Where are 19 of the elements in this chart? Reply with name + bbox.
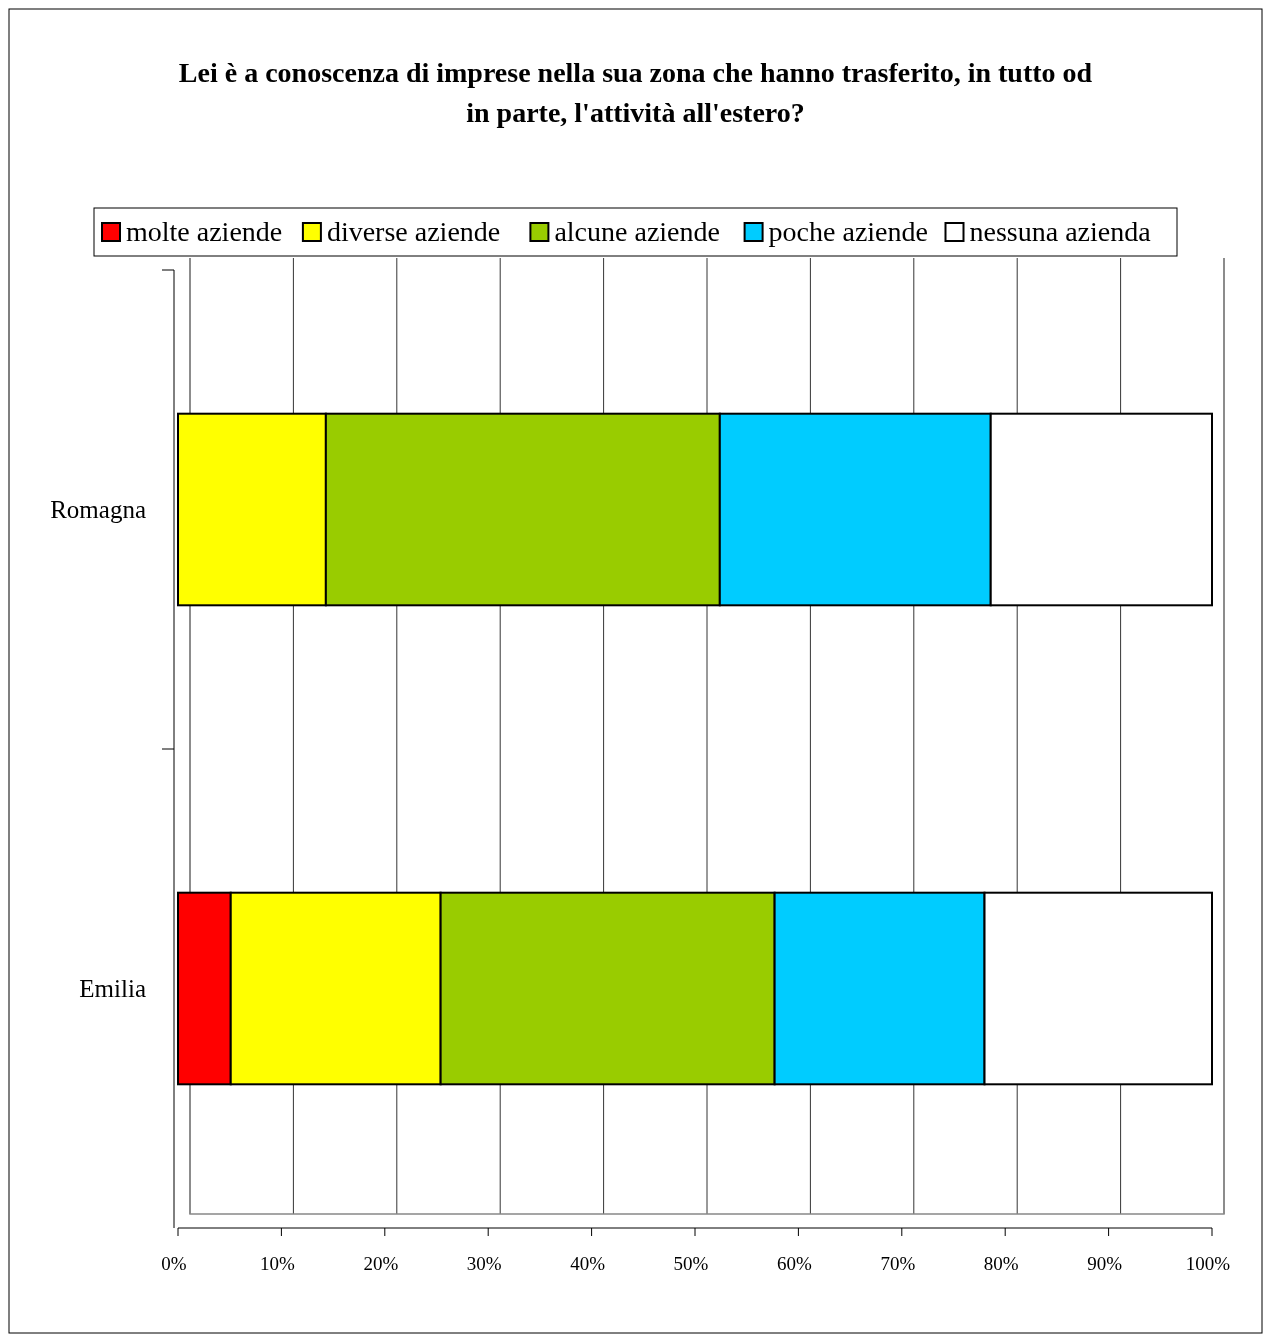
x-tick-label: 20%: [363, 1253, 399, 1274]
x-tick-label: 30%: [466, 1253, 502, 1274]
x-tick-label: 0%: [161, 1253, 187, 1274]
x-tick-label: 80%: [983, 1253, 1019, 1274]
legend-label: diverse aziende: [326, 216, 501, 247]
legend-label: molte aziende: [126, 216, 283, 247]
legend-label: alcune aziende: [554, 216, 720, 247]
legend-label: poche aziende: [768, 216, 928, 247]
x-tick-label: 10%: [259, 1253, 295, 1274]
y-tick-label: Romagna: [50, 495, 146, 523]
x-tick-label: 70%: [880, 1253, 916, 1274]
y-tick-label: Emilia: [79, 974, 146, 1002]
x-tick-label: 50%: [673, 1253, 709, 1274]
x-tick-label: 90%: [1087, 1253, 1123, 1274]
x-tick-label: 40%: [570, 1253, 606, 1274]
x-tick-label: 100%: [1185, 1253, 1231, 1274]
legend-label: nessuna azienda: [969, 216, 1152, 247]
x-tick-label: 60%: [776, 1253, 812, 1274]
chart-title: Lei è a conoscenza di imprese nella sua zona che hanno trasferito, in tutto od in parte, l'attività all'estero?: [178, 57, 1093, 128]
